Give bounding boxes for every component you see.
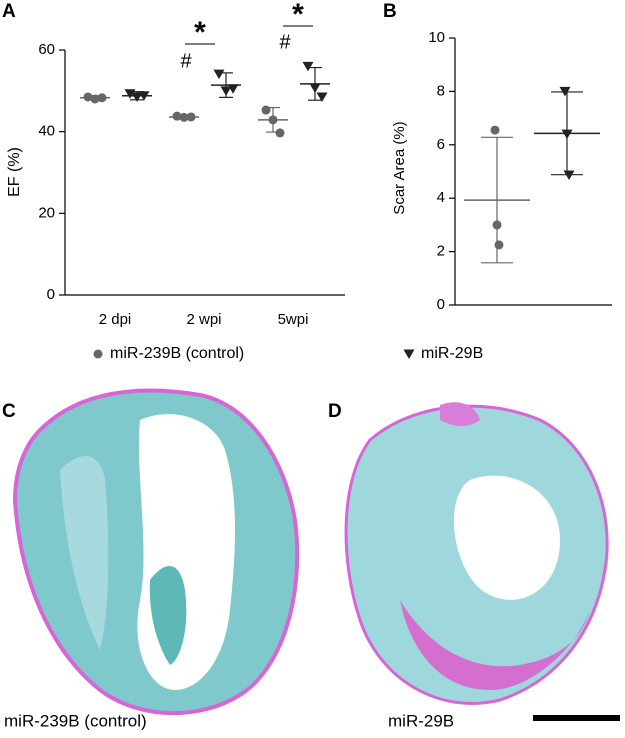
data-point (213, 69, 225, 80)
y-tick-label: 10 (428, 29, 445, 46)
x-tick-label: 5wpi (278, 311, 309, 328)
y-tick-label: 0 (47, 286, 55, 303)
y-axis-label: Scar Area (%) (391, 121, 408, 214)
legend-marker (93, 349, 103, 359)
significance-star: * (194, 16, 206, 49)
y-tick-label: 2 (437, 243, 445, 260)
legend-label: miR-239B (control) (110, 345, 244, 362)
data-point (83, 92, 93, 102)
data-point (261, 105, 271, 115)
data-point (316, 92, 328, 102)
panel-label: C (2, 401, 16, 422)
y-axis-label: EF (%) (6, 147, 23, 197)
significance-star: * (292, 0, 304, 31)
y-tick-label: 40 (38, 123, 55, 140)
x-tick-label: 2 wpi (186, 311, 221, 328)
y-tick-label: 60 (38, 41, 55, 58)
data-point (275, 128, 285, 138)
image-caption: miR-29B (388, 711, 454, 730)
legend-label: miR-29B (421, 345, 483, 362)
image-caption: miR-239B (control) (4, 711, 147, 730)
legend-marker (403, 349, 415, 359)
data-point (302, 61, 314, 72)
y-tick-label: 4 (437, 189, 445, 206)
panel-label: D (328, 401, 342, 422)
y-tick-label: 0 (437, 296, 445, 313)
panel-label: B (383, 1, 397, 22)
significance-hash: # (180, 50, 192, 72)
significance-hash: # (279, 31, 291, 53)
data-point (494, 240, 504, 250)
data-point (227, 84, 239, 94)
x-tick-label: 2 dpi (99, 311, 132, 328)
histology-image-d (344, 402, 609, 705)
y-tick-label: 6 (437, 136, 445, 153)
data-point (490, 125, 500, 135)
histology-image-c (12, 388, 300, 716)
y-tick-label: 8 (437, 82, 445, 99)
panel-label: A (2, 1, 16, 22)
y-tick-label: 20 (38, 204, 55, 221)
